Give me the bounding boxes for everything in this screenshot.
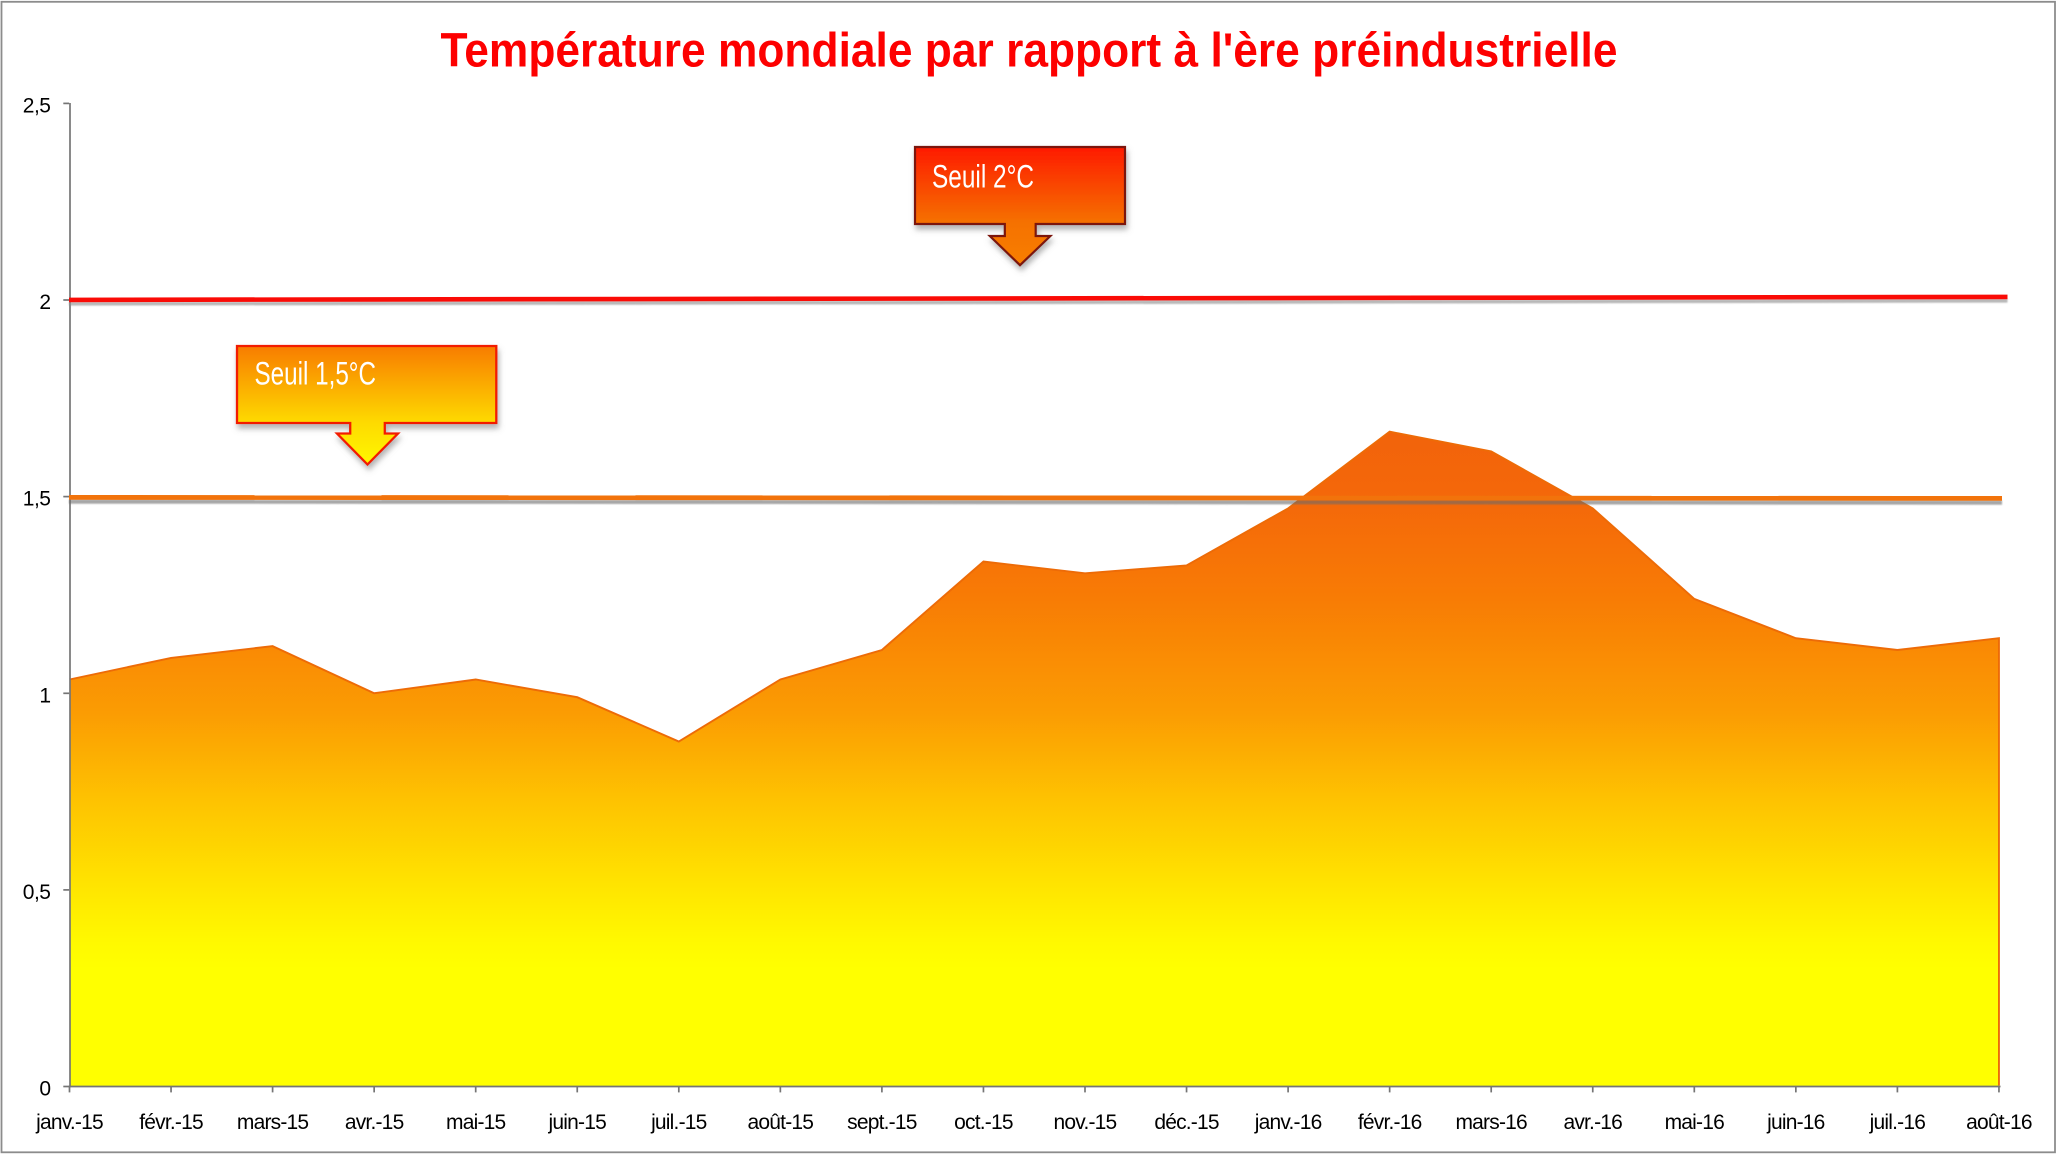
svg-text:mars-16: mars-16 xyxy=(1455,1111,1527,1134)
svg-text:août-16: août-16 xyxy=(1966,1111,2032,1134)
svg-text:Température mondiale par rappo: Température mondiale par rapport à l'ère… xyxy=(441,24,1618,78)
svg-text:avr.-16: avr.-16 xyxy=(1563,1111,1622,1134)
svg-text:Seuil 1,5°C: Seuil 1,5°C xyxy=(255,356,377,392)
svg-text:janv.-16: janv.-16 xyxy=(1254,1111,1322,1134)
svg-text:juin-15: juin-15 xyxy=(548,1111,607,1134)
svg-text:avr.-15: avr.-15 xyxy=(345,1111,404,1134)
svg-text:janv.-15: janv.-15 xyxy=(35,1111,103,1134)
svg-text:Seuil 2°C: Seuil 2°C xyxy=(932,159,1034,195)
svg-text:oct.-15: oct.-15 xyxy=(954,1111,1013,1134)
svg-text:juin-16: juin-16 xyxy=(1766,1111,1825,1134)
svg-text:2: 2 xyxy=(39,291,50,314)
svg-text:mars-15: mars-15 xyxy=(237,1111,309,1134)
svg-text:déc.-15: déc.-15 xyxy=(1154,1111,1219,1134)
svg-text:0,5: 0,5 xyxy=(23,881,51,904)
svg-text:août-15: août-15 xyxy=(748,1111,814,1134)
svg-text:juil.-16: juil.-16 xyxy=(1869,1111,1926,1134)
svg-text:1,5: 1,5 xyxy=(23,488,51,511)
svg-text:mai-15: mai-15 xyxy=(446,1111,506,1134)
svg-text:juil.-15: juil.-15 xyxy=(650,1111,707,1134)
svg-text:mai-16: mai-16 xyxy=(1665,1111,1725,1134)
svg-text:0: 0 xyxy=(39,1078,50,1101)
svg-text:2,5: 2,5 xyxy=(23,94,51,117)
svg-text:févr.-16: févr.-16 xyxy=(1358,1111,1422,1134)
svg-text:1: 1 xyxy=(39,684,50,707)
svg-text:nov.-15: nov.-15 xyxy=(1054,1111,1117,1134)
svg-text:sept.-15: sept.-15 xyxy=(847,1111,917,1134)
svg-text:févr.-15: févr.-15 xyxy=(139,1111,203,1134)
